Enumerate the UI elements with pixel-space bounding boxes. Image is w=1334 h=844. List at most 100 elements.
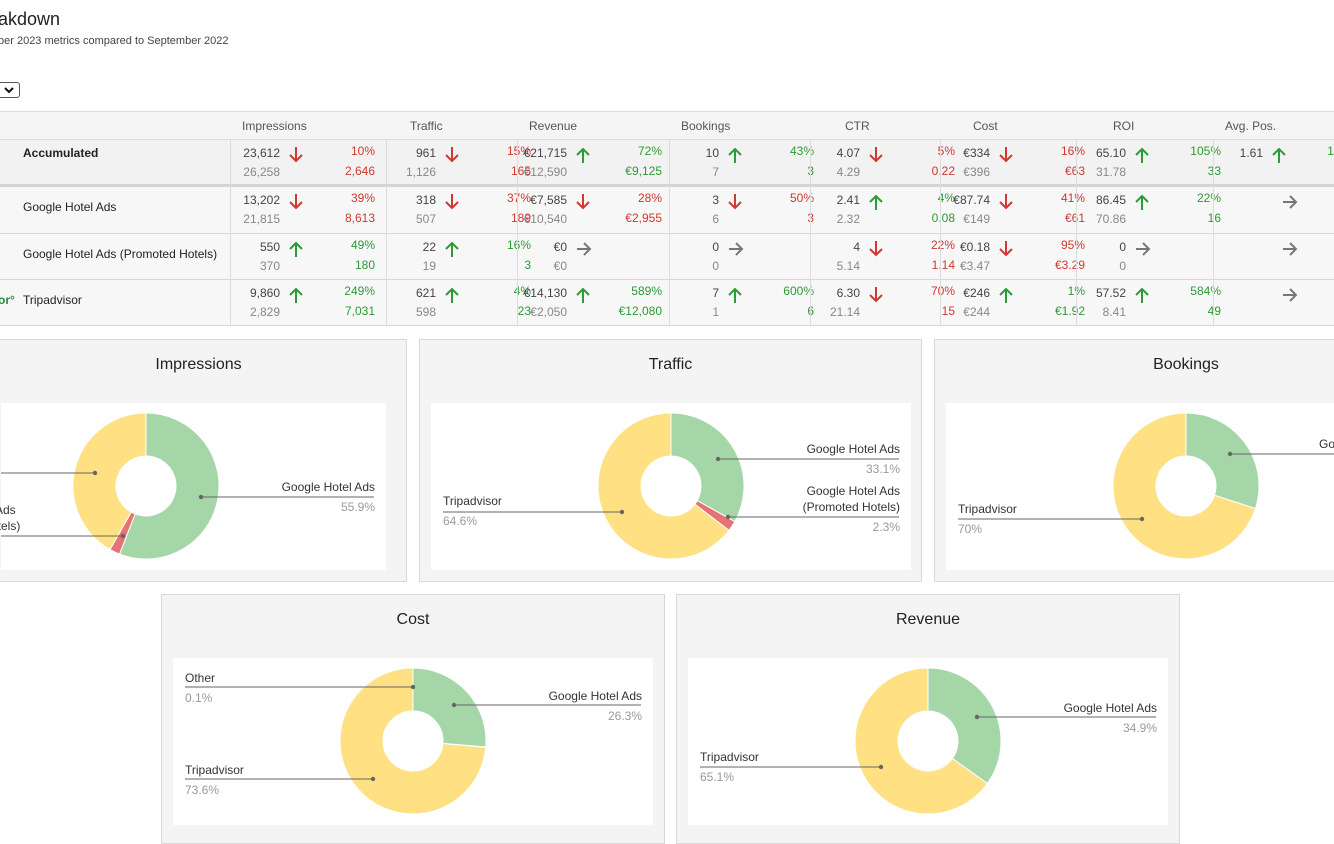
change-delta: €2,955 bbox=[625, 211, 662, 225]
col-revenue[interactable]: Revenue bbox=[529, 119, 578, 133]
previous-value: 21,815 bbox=[243, 212, 280, 226]
col-cost[interactable]: Cost bbox=[973, 119, 998, 133]
column-divider bbox=[669, 187, 670, 234]
pie-slice[interactable] bbox=[670, 412, 745, 523]
arrow-down-icon bbox=[575, 194, 591, 215]
current-value: 0 bbox=[712, 240, 719, 254]
arrow-right-icon[interactable] bbox=[727, 241, 745, 262]
chart-title: Bookings bbox=[1153, 356, 1219, 373]
leader-dot bbox=[451, 702, 457, 708]
pie-chart-revenue bbox=[700, 667, 1156, 815]
pie-slice[interactable] bbox=[854, 667, 989, 815]
previous-value: 0 bbox=[712, 259, 719, 273]
chart-area: Google Hotel Ads 34.9% Tripadvisor 65.1% bbox=[688, 658, 1168, 825]
pie-slice[interactable] bbox=[1112, 412, 1257, 560]
chart-area: Other 0.1% Google Hotel Ads 26.3% Tripad… bbox=[173, 658, 653, 825]
current-value: €0 bbox=[553, 240, 567, 254]
table-row[interactable]: or° Tripadvisor 9,860 2,829 249% 7,031 621 598 4… bbox=[0, 280, 1334, 326]
previous-value: €244 bbox=[963, 305, 990, 319]
previous-value: €12,590 bbox=[523, 165, 567, 179]
legend-label: Tripadvisor bbox=[443, 494, 502, 508]
change-delta: 180 bbox=[354, 258, 375, 272]
previous-value: 2,829 bbox=[249, 305, 280, 319]
arrow-right-icon[interactable] bbox=[1281, 241, 1299, 262]
column-divider bbox=[940, 234, 941, 280]
metric-cell: 22 19 16% 3 bbox=[386, 234, 531, 274]
current-value: 550 bbox=[259, 240, 280, 254]
leader-dot bbox=[725, 514, 731, 520]
chart-title: Traffic bbox=[648, 356, 693, 373]
arrow-right-icon[interactable] bbox=[1281, 194, 1299, 215]
change-delta: €61 bbox=[1064, 211, 1085, 225]
arrow-down-icon bbox=[998, 241, 1014, 262]
col-impressions[interactable]: Impressions bbox=[242, 119, 307, 133]
column-divider bbox=[386, 280, 387, 326]
pie-slice[interactable] bbox=[927, 667, 1002, 785]
previous-value: 2.32 bbox=[836, 212, 860, 226]
arrow-down-icon bbox=[444, 147, 460, 168]
change-percent: 49% bbox=[350, 238, 375, 252]
table-row[interactable]: Google Hotel Ads 13,202 21,815 39% 8,613 318 5… bbox=[0, 187, 1334, 234]
change-percent: 72% bbox=[637, 144, 662, 158]
view-select[interactable] bbox=[0, 82, 20, 98]
leader-dot bbox=[370, 776, 376, 782]
arrow-up-icon bbox=[1134, 194, 1150, 215]
pie-slice[interactable] bbox=[1185, 412, 1260, 510]
column-divider bbox=[669, 234, 670, 280]
legend-label: Google Hotel Ads bbox=[548, 689, 642, 703]
legend-label: Tripadvisor bbox=[700, 750, 759, 764]
current-value: €21,715 bbox=[523, 146, 567, 160]
arrow-up-icon bbox=[575, 147, 591, 168]
col-traffic[interactable]: Traffic bbox=[410, 119, 443, 133]
metric-cell: €21,715 €12,590 72% €9,125 bbox=[517, 140, 669, 180]
change-delta: 1.14 bbox=[931, 258, 955, 272]
arrow-right-icon[interactable] bbox=[1281, 287, 1299, 308]
arrow-right-icon[interactable] bbox=[575, 241, 593, 262]
table-row[interactable]: Google Hotel Ads (Promoted Hotels) 550 370… bbox=[0, 234, 1334, 280]
column-divider bbox=[517, 280, 518, 326]
change-percent: 589% bbox=[631, 284, 662, 298]
current-value: 23,612 bbox=[243, 146, 280, 160]
leader-dot bbox=[1227, 451, 1233, 457]
metric-cell: 4 5.14 22% 1.14 bbox=[810, 234, 955, 274]
legend-value: 55.9% bbox=[340, 500, 375, 514]
previous-value: 5.14 bbox=[836, 259, 860, 273]
pie-slice[interactable] bbox=[412, 667, 487, 748]
column-divider bbox=[940, 187, 941, 234]
metric-cell: 57.52 8.41 584% 49 bbox=[1076, 280, 1221, 320]
chart-title: Impressions bbox=[155, 356, 242, 373]
change-delta: 0.08 bbox=[931, 211, 955, 225]
col-avg-pos[interactable]: Avg. Pos. bbox=[1225, 119, 1277, 133]
change-delta: 16 bbox=[1207, 211, 1221, 225]
change-delta: 2,646 bbox=[344, 164, 375, 178]
change-delta: 3 bbox=[524, 258, 531, 272]
current-value: €0.18 bbox=[959, 240, 990, 254]
pie-slice[interactable] bbox=[597, 412, 730, 560]
current-value: 65.10 bbox=[1095, 146, 1126, 160]
row-label: Tripadvisor bbox=[23, 293, 82, 307]
col-roi[interactable]: ROI bbox=[1113, 119, 1135, 133]
pie-slice[interactable] bbox=[72, 412, 147, 551]
pie-slice[interactable] bbox=[339, 667, 487, 815]
arrow-down-icon bbox=[288, 194, 304, 215]
legend-label: Google Hotel Ads bbox=[281, 480, 375, 494]
arrow-up-icon bbox=[727, 147, 743, 168]
arrow-up-icon bbox=[1134, 147, 1150, 168]
pie-slice[interactable] bbox=[118, 412, 220, 560]
previous-value: €2,050 bbox=[530, 305, 567, 319]
leader-dot bbox=[198, 494, 204, 500]
chart-area: Google Hotel Ads 33.1% Google Hotel Ads … bbox=[431, 403, 911, 570]
chart-card-traffic: Traffic Google Hotel Ads 33.1% Google Ho… bbox=[419, 339, 922, 582]
previous-value: 19 bbox=[422, 259, 436, 273]
table-row-accumulated[interactable]: Accumulated 23,612 26,258 10% 2,646 961 1,126 1… bbox=[0, 140, 1334, 187]
metrics-table: Impressions Traffic Revenue Bookings CTR… bbox=[0, 111, 1334, 326]
previous-value: €149 bbox=[963, 212, 990, 226]
previous-value: 1 bbox=[712, 305, 719, 319]
arrow-right-icon[interactable] bbox=[1134, 241, 1152, 262]
chart-area: Go Tripadvisor 70% bbox=[946, 403, 1334, 570]
col-bookings[interactable]: Bookings bbox=[681, 119, 731, 133]
legend-value: 64.6% bbox=[443, 514, 478, 528]
current-value: €246 bbox=[963, 286, 990, 300]
current-value: 22 bbox=[422, 240, 436, 254]
col-ctr[interactable]: CTR bbox=[845, 119, 870, 133]
